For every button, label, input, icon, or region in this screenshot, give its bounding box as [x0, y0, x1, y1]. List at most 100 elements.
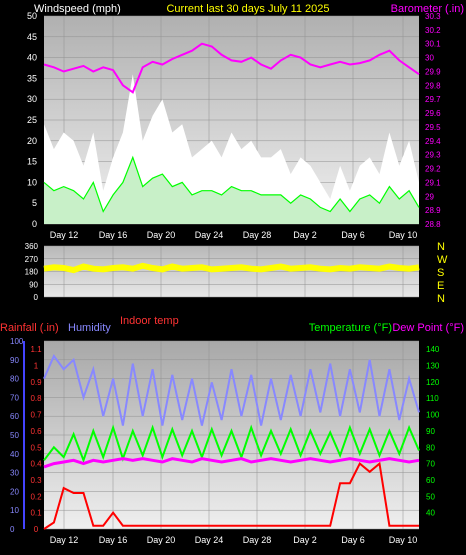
- x-tick-label: Day 16: [99, 535, 128, 545]
- barometer-label: Barometer (.in): [391, 3, 464, 15]
- y-tick-label: 0: [34, 525, 39, 534]
- y-tick-label: 80: [10, 375, 19, 384]
- x-tick-label: Day 16: [99, 230, 128, 240]
- dewpoint-label: Dew Point (°F): [392, 322, 464, 334]
- y-tick-label: 28.9: [425, 206, 441, 215]
- chart-title: Current last 30 days July 11 2025: [166, 3, 329, 15]
- y-tick-label: 60: [426, 476, 435, 485]
- y-tick-label: 0.3: [30, 476, 42, 485]
- y-tick-label: 29.5: [425, 123, 441, 132]
- y-tick-label: 29.6: [425, 109, 441, 118]
- temperature-line: [43, 424, 420, 464]
- panel1-y-left-ticks: 0 5 10 15 20 25 30 35 40 45 50: [27, 11, 37, 229]
- y-tick-label: 270: [25, 255, 39, 264]
- compass-letter: E: [437, 280, 444, 292]
- x-tick-label: Day 28: [243, 535, 272, 545]
- x-tick-label: Day 20: [147, 535, 176, 545]
- y-tick-label: 110: [426, 394, 439, 403]
- y-tick-label: 0.2: [30, 492, 42, 501]
- x-tick-label: Day 6: [341, 230, 365, 240]
- y-tick-label: 0.1: [30, 509, 42, 518]
- y-tick-label: 60: [10, 412, 19, 421]
- panel2-y-ticks: 0 90 180 270 360: [25, 242, 39, 302]
- y-tick-label: 120: [426, 378, 440, 387]
- y-tick-label: 0.9: [30, 378, 42, 387]
- y-tick-label: 29.7: [425, 95, 441, 104]
- dew-point-line: [43, 457, 420, 469]
- temperature-label: Temperature (°F): [309, 322, 392, 334]
- y-tick-label: 28.8: [425, 220, 441, 229]
- humidity-label: Humidity: [68, 322, 111, 334]
- y-tick-label: 5: [32, 198, 37, 208]
- y-tick-label: 1.1: [30, 345, 42, 354]
- panel2-grid: [44, 245, 419, 298]
- x-tick-label: Day 10: [389, 230, 418, 240]
- y-tick-label: 50: [426, 492, 435, 501]
- y-tick-label: 30.1: [425, 40, 441, 49]
- y-tick-label: 45: [27, 32, 37, 42]
- y-tick-label: 10: [27, 177, 37, 187]
- y-tick-label: 0: [34, 293, 39, 302]
- rain-ticks: 0 0.1 0.2 0.3 0.4 0.5 0.6 0.7 0.8 0.9 1 1.1: [30, 345, 42, 534]
- y-tick-label: 360: [25, 242, 39, 251]
- y-tick-label: 130: [426, 362, 440, 371]
- x-tick-label: Day 20: [147, 230, 176, 240]
- y-tick-label: 30: [10, 469, 19, 478]
- humidity-ticks: 0 10 20 30 40 50 60 70 80 90 100: [10, 337, 25, 534]
- wind-direction-line: [43, 262, 420, 274]
- y-tick-label: 40: [426, 509, 435, 518]
- compass-letter: N: [437, 241, 445, 253]
- y-tick-label: 90: [29, 280, 38, 289]
- rainfall-line: [43, 461, 419, 530]
- compass-letter: S: [437, 267, 444, 279]
- compass-letter: W: [437, 254, 448, 266]
- y-tick-label: 35: [27, 73, 37, 83]
- panel3-series: [43, 354, 420, 530]
- y-tick-label: 70: [426, 460, 435, 469]
- x-tick-label: Day 6: [341, 535, 365, 545]
- x-tick-label: Day 28: [243, 230, 272, 240]
- y-tick-label: 40: [10, 450, 19, 459]
- y-tick-label: 10: [10, 506, 19, 515]
- y-tick-label: 140: [426, 345, 440, 354]
- panel1-x-ticks: Day 12 Day 16 Day 20 Day 24 Day 28 Day 2 Day 6…: [50, 230, 418, 240]
- humidity-line: [43, 354, 420, 426]
- y-tick-label: 20: [10, 487, 19, 496]
- y-tick-label: 0: [32, 219, 37, 229]
- rainfall-label: Rainfall (.in): [0, 322, 59, 334]
- panel1-y-right-ticks: 28.8 28.9 29 29.1 29.2 29.3 29.4 29.5 29.6 29.7 29…: [425, 12, 441, 229]
- barometer-line: [43, 42, 420, 94]
- x-tick-label: Day 24: [195, 230, 224, 240]
- y-tick-label: 180: [25, 268, 39, 277]
- y-tick-label: 0.7: [30, 411, 42, 420]
- y-tick-label: 30.2: [425, 26, 441, 35]
- x-tick-label: Day 2: [293, 535, 317, 545]
- x-tick-label: Day 2: [293, 230, 317, 240]
- wind-avg-area: [44, 157, 419, 224]
- y-tick-label: 0: [10, 525, 15, 534]
- indoor-temp-label: Indoor temp: [120, 315, 179, 327]
- y-tick-label: 29.9: [425, 67, 441, 76]
- y-tick-label: 50: [27, 11, 37, 21]
- y-tick-label: 50: [10, 431, 19, 440]
- y-tick-label: 30: [27, 94, 37, 104]
- compass-letter: N: [437, 293, 445, 305]
- panel1-series: [43, 42, 420, 224]
- y-tick-label: 30.3: [425, 12, 441, 21]
- y-tick-label: 29.3: [425, 151, 441, 160]
- y-tick-label: 15: [27, 157, 37, 167]
- x-tick-label: Day 12: [50, 535, 79, 545]
- y-tick-label: 40: [27, 53, 37, 63]
- y-tick-label: 0.4: [30, 460, 42, 469]
- y-tick-label: 25: [27, 115, 37, 125]
- x-tick-label: Day 10: [389, 535, 418, 545]
- y-tick-label: 29.8: [425, 81, 441, 90]
- x-tick-label: Day 12: [50, 230, 79, 240]
- y-tick-label: 0.6: [30, 427, 42, 436]
- y-tick-label: 29: [425, 192, 434, 201]
